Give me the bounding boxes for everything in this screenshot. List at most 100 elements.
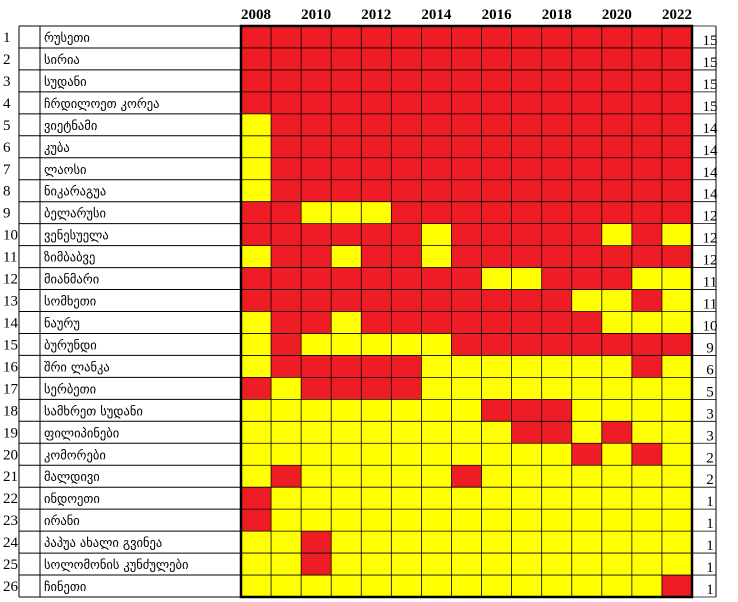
heatmap-cell — [571, 399, 602, 422]
heatmap-cell — [301, 26, 332, 48]
heatmap-cell — [601, 69, 632, 92]
year-label: 2014 — [421, 7, 452, 23]
heatmap-cell — [241, 179, 272, 202]
heatmap-cell — [301, 333, 332, 356]
rank-label: 18 — [3, 403, 18, 419]
heatmap-cell — [451, 531, 482, 554]
heatmap-cell — [511, 201, 542, 224]
heatmap-cell — [421, 201, 452, 224]
rank-label: 10 — [3, 228, 18, 244]
heatmap-cell — [331, 201, 362, 224]
total-label: 2 — [706, 450, 714, 466]
total-label: 3 — [706, 406, 714, 422]
heatmap-cell — [451, 135, 482, 158]
heatmap-cell — [331, 399, 362, 422]
heatmap-cell — [601, 333, 632, 356]
heatmap-cell — [571, 575, 602, 597]
heatmap-cell — [481, 377, 512, 400]
heatmap-cell — [661, 421, 692, 444]
total-label: 1 — [706, 494, 714, 510]
year-label: 2018 — [542, 7, 572, 23]
heatmap-cell — [481, 135, 512, 158]
heatmap-cell — [241, 333, 272, 356]
total-label: 14 — [703, 187, 719, 203]
heatmap-cell — [541, 289, 572, 312]
total-label: 15 — [703, 99, 718, 115]
heatmap-cell — [631, 245, 662, 268]
year-label: 2020 — [602, 7, 632, 23]
heatmap-cell — [601, 531, 632, 554]
heatmap-cell — [601, 267, 632, 290]
heatmap-cell — [391, 333, 422, 356]
total-label: 14 — [703, 121, 719, 137]
heatmap-cell — [241, 69, 272, 92]
total-label: 6 — [706, 362, 714, 378]
heatmap-cell — [481, 487, 512, 510]
rank-label: 24 — [3, 535, 19, 551]
heatmap-cell — [301, 509, 332, 532]
heatmap-cell — [391, 377, 422, 400]
heatmap-cell — [421, 443, 452, 466]
heatmap-cell — [391, 135, 422, 158]
rank-label: 17 — [3, 381, 19, 397]
heatmap-cell — [661, 311, 692, 334]
heatmap-cell — [331, 531, 362, 554]
heatmap-cell — [571, 113, 602, 136]
heatmap-cell — [541, 531, 572, 554]
heatmap-cell — [541, 421, 572, 444]
heatmap-cell — [511, 157, 542, 180]
heatmap-cell — [571, 553, 602, 576]
rank-label: 3 — [3, 74, 11, 90]
country-label: ვიეტნამი — [44, 118, 97, 133]
heatmap-cell — [421, 26, 452, 48]
heatmap-cell — [661, 179, 692, 202]
heatmap-cell — [481, 355, 512, 378]
heatmap-cell — [241, 377, 272, 400]
country-label: ლაოსი — [44, 162, 86, 177]
heatmap-cell — [571, 47, 602, 70]
heatmap-cell — [331, 487, 362, 510]
heatmap-cell — [241, 201, 272, 224]
country-label: სუდანი — [44, 74, 87, 89]
heatmap-cell — [601, 377, 632, 400]
heatmap-cell — [361, 421, 392, 444]
heatmap-cell — [421, 223, 452, 246]
year-label: 2008 — [241, 7, 271, 23]
rank-label: 19 — [3, 425, 18, 441]
heatmap-cell — [511, 509, 542, 532]
total-label: 12 — [703, 231, 718, 247]
heatmap-cell — [541, 245, 572, 268]
heatmap-cell — [601, 465, 632, 488]
heatmap-cell — [631, 91, 662, 114]
heatmap-cell — [601, 47, 632, 70]
total-label: 11 — [703, 297, 717, 313]
heatmap-cell — [361, 26, 392, 48]
country-label: კომორები — [44, 447, 106, 462]
rank-label: 5 — [3, 118, 11, 134]
heatmap-cell — [571, 421, 602, 444]
heatmap-cell — [331, 179, 362, 202]
heatmap-cell — [571, 333, 602, 356]
heatmap-cell — [661, 575, 692, 597]
heatmap-cell — [511, 377, 542, 400]
heatmap-cell — [271, 47, 302, 70]
heatmap-cell — [541, 553, 572, 576]
heatmap-cell — [571, 69, 602, 92]
total-label: 14 — [703, 165, 719, 181]
heatmap-cell — [331, 333, 362, 356]
heatmap-cell — [391, 311, 422, 334]
heatmap-cell — [631, 421, 662, 444]
heatmap-cell — [601, 201, 632, 224]
heatmap-cell — [451, 421, 482, 444]
heatmap-cell — [241, 157, 272, 180]
heatmap-cell — [631, 377, 662, 400]
heatmap-cell — [241, 91, 272, 114]
heatmap-cell — [361, 487, 392, 510]
heatmap-cell — [271, 157, 302, 180]
heatmap-cell — [541, 399, 572, 422]
heatmap-cell — [271, 509, 302, 532]
heatmap-cell — [241, 421, 272, 444]
country-label: ირანი — [44, 513, 80, 528]
heatmap-cell — [661, 245, 692, 268]
